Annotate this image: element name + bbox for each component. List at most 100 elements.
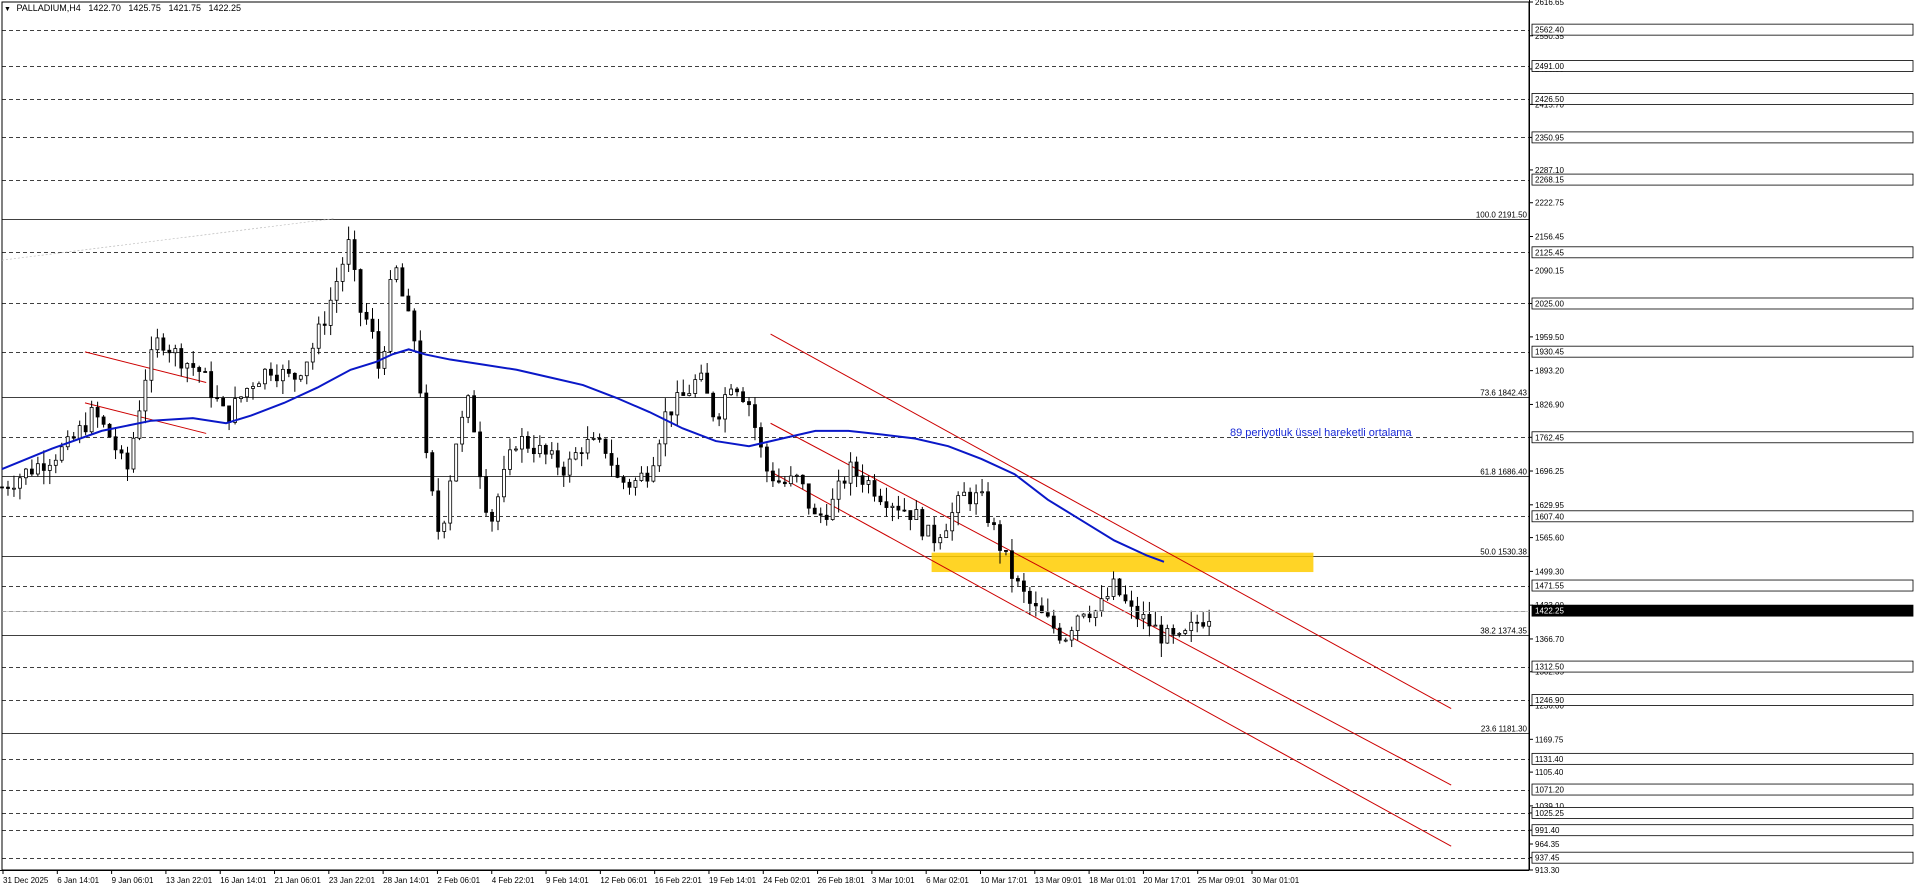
candle-body (537, 444, 542, 455)
candle-body (95, 407, 100, 418)
candle-body (71, 436, 76, 439)
candle-body (454, 443, 459, 482)
open-value: 1422.70 (88, 3, 121, 13)
candle-body (525, 436, 530, 449)
candle-body (717, 416, 722, 420)
fib-level-label: 38.2 1374.35 (1480, 627, 1527, 636)
candle-body (830, 498, 835, 520)
candle-body (322, 323, 327, 326)
candle-body (280, 368, 285, 382)
x-tick-label: 2 Feb 06:01 (437, 876, 480, 885)
y-tick-label: 1105.40 (1535, 768, 1564, 777)
price-level-box (1531, 92, 1914, 105)
candle-body (364, 311, 369, 320)
candle-body (555, 450, 560, 468)
candle-body (693, 379, 698, 394)
candle-body (1004, 550, 1008, 552)
candle-body (89, 407, 94, 433)
x-tick-label: 9 Jan 06:01 (112, 876, 154, 885)
candle-body (1123, 594, 1128, 602)
candle-body (884, 501, 889, 508)
candle-body (24, 468, 28, 479)
candle-body (1075, 615, 1080, 631)
x-tick-label: 26 Feb 18:01 (818, 876, 866, 885)
channel-line-small-upper (84, 351, 207, 383)
x-tick-label: 4 Feb 22:01 (492, 876, 535, 885)
candle-body (699, 372, 704, 381)
price-level-box (1531, 851, 1914, 864)
candle-body (908, 510, 913, 520)
price-level-box (1531, 23, 1914, 36)
candle-body (896, 505, 901, 511)
price-level-label: 1025.25 (1535, 809, 1564, 818)
candle-body (161, 337, 166, 351)
candle-body (1105, 596, 1110, 600)
candle-body (1147, 614, 1152, 627)
y-tick-label: 2156.45 (1535, 233, 1564, 242)
candle-body (950, 512, 955, 532)
price-level-label: 1471.55 (1535, 582, 1564, 591)
candle-body (1165, 628, 1170, 644)
close-value: 1422.25 (208, 3, 242, 13)
support-zone (931, 552, 1314, 573)
candle-body (1099, 598, 1104, 612)
candle-body (1189, 621, 1194, 631)
candle-body (776, 480, 781, 483)
y-tick-label: 2287.10 (1535, 166, 1564, 175)
candle-body (1183, 630, 1188, 634)
x-tick-label: 13 Jan 22:01 (166, 876, 213, 885)
price-level-box (1531, 783, 1914, 796)
candle-body (603, 438, 608, 454)
low-value: 1421.75 (168, 3, 201, 13)
candle-body (992, 522, 996, 526)
candle-body (1039, 605, 1044, 614)
price-level-box (1531, 60, 1914, 72)
candle-body (269, 368, 273, 376)
candle-body (932, 524, 937, 544)
candle-body (257, 383, 261, 387)
x-tick-label: 31 Dec 2025 (3, 876, 49, 885)
candle-body (890, 505, 895, 508)
high-value: 1425.75 (128, 3, 161, 13)
y-tick-label: 964.35 (1535, 840, 1560, 849)
candle-body (980, 491, 984, 494)
candle-body (508, 449, 512, 470)
fib-connector-line (1, 218, 335, 261)
x-tick-label: 3 Mar 10:01 (872, 876, 915, 885)
candle-body (209, 371, 214, 399)
candle-body (651, 465, 656, 482)
candle-body (854, 461, 859, 477)
fib-level-label: 61.8 1686.40 (1480, 468, 1527, 477)
candle-body (818, 513, 823, 516)
candle-body (938, 537, 943, 544)
candle-body (436, 490, 441, 532)
candle-body (376, 331, 381, 369)
candle-body (125, 452, 130, 470)
candle-body (1010, 550, 1014, 579)
candle-body (310, 347, 315, 363)
candle-body (1129, 600, 1134, 607)
candle-body (227, 405, 231, 423)
x-tick-label: 16 Feb 22:01 (655, 876, 703, 885)
candle-body (1141, 614, 1146, 620)
candle-body (1153, 624, 1158, 627)
y-tick-label: 1565.60 (1535, 534, 1564, 543)
candle-body (824, 514, 829, 520)
candle-body (47, 464, 52, 471)
candle-body (191, 363, 196, 368)
candle-body (167, 349, 172, 354)
candle-body (448, 480, 453, 524)
candle-body (502, 468, 506, 498)
candle-body (137, 410, 142, 439)
collapse-triangle-icon[interactable]: ▼ (4, 6, 11, 13)
candle-body (627, 481, 632, 488)
price-level-label: 1930.45 (1535, 348, 1564, 357)
candle-body (1087, 613, 1092, 619)
candle-body (119, 449, 124, 454)
candle-body (1171, 628, 1176, 635)
x-tick-label: 6 Mar 02:01 (926, 876, 969, 885)
x-tick-label: 25 Mar 09:01 (1198, 876, 1246, 885)
candle-body (1057, 627, 1062, 641)
